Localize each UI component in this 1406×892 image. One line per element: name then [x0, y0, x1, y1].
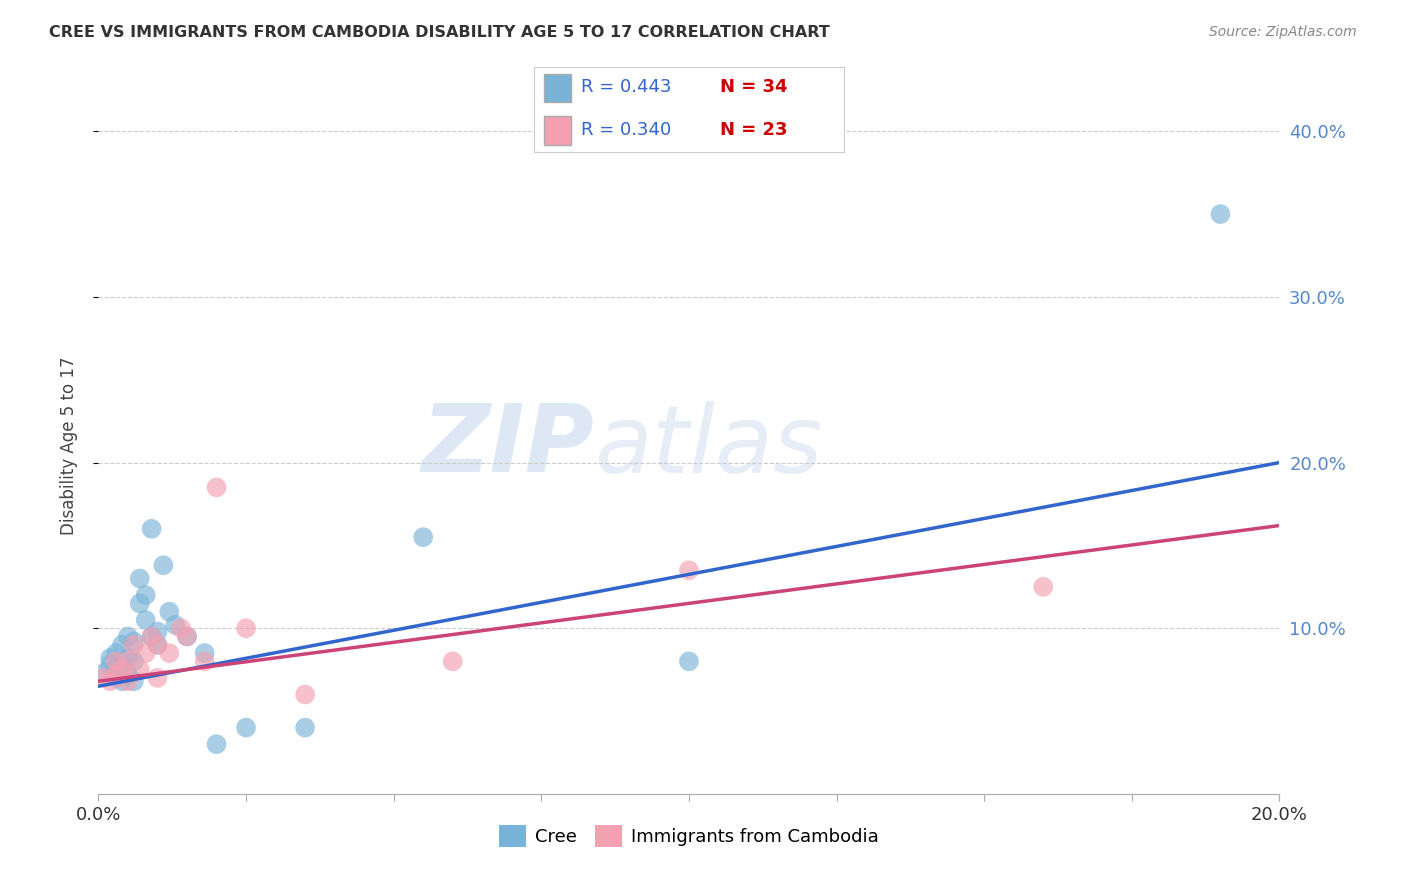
Point	[117, 667, 139, 681]
Y-axis label: Disability Age 5 to 17: Disability Age 5 to 17	[59, 357, 77, 535]
Point	[117, 651, 139, 665]
Text: atlas: atlas	[595, 401, 823, 491]
Point	[1209, 207, 1232, 221]
Point	[135, 613, 157, 627]
Point	[98, 651, 121, 665]
Point	[117, 674, 139, 689]
Point	[117, 654, 139, 668]
Point	[176, 630, 198, 644]
Point	[105, 671, 128, 685]
Point	[441, 654, 464, 668]
Legend: Cree, Immigrants from Cambodia: Cree, Immigrants from Cambodia	[492, 818, 886, 855]
Point	[117, 630, 139, 644]
Point	[205, 737, 228, 751]
Point	[128, 572, 150, 586]
Point	[122, 654, 145, 668]
Point	[141, 630, 163, 644]
Text: N = 34: N = 34	[720, 78, 787, 96]
FancyBboxPatch shape	[544, 116, 571, 145]
FancyBboxPatch shape	[544, 74, 571, 103]
Point	[135, 646, 157, 660]
Point	[176, 630, 198, 644]
Point	[194, 654, 217, 668]
Point	[194, 646, 217, 660]
Point	[235, 721, 257, 735]
Point	[128, 596, 150, 610]
Point	[93, 665, 115, 680]
Text: R = 0.443: R = 0.443	[581, 78, 671, 96]
Text: Source: ZipAtlas.com: Source: ZipAtlas.com	[1209, 25, 1357, 39]
Point	[146, 624, 169, 639]
Point	[111, 663, 134, 677]
Point	[146, 638, 169, 652]
Point	[141, 630, 163, 644]
Point	[105, 654, 128, 668]
Point	[165, 618, 187, 632]
Point	[412, 530, 434, 544]
Text: CREE VS IMMIGRANTS FROM CAMBODIA DISABILITY AGE 5 TO 17 CORRELATION CHART: CREE VS IMMIGRANTS FROM CAMBODIA DISABIL…	[49, 25, 830, 40]
Point	[98, 657, 121, 672]
Point	[152, 558, 174, 573]
Point	[122, 674, 145, 689]
Point	[235, 621, 257, 635]
Point	[122, 638, 145, 652]
Point	[1032, 580, 1054, 594]
Point	[128, 663, 150, 677]
Point	[294, 721, 316, 735]
Point	[157, 646, 180, 660]
Point	[205, 480, 228, 494]
Point	[146, 638, 169, 652]
Point	[157, 605, 180, 619]
Point	[294, 688, 316, 702]
Point	[111, 674, 134, 689]
Point	[170, 621, 193, 635]
Text: R = 0.340: R = 0.340	[581, 120, 671, 138]
Text: ZIP: ZIP	[422, 400, 595, 492]
Point	[678, 654, 700, 668]
Point	[678, 563, 700, 577]
Point	[105, 663, 128, 677]
Point	[111, 638, 134, 652]
Text: N = 23: N = 23	[720, 120, 787, 138]
Point	[105, 667, 128, 681]
Point	[135, 588, 157, 602]
Point	[122, 634, 145, 648]
Point	[141, 522, 163, 536]
Point	[93, 671, 115, 685]
Point	[111, 657, 134, 672]
Point	[98, 674, 121, 689]
Point	[146, 671, 169, 685]
Point	[105, 646, 128, 660]
